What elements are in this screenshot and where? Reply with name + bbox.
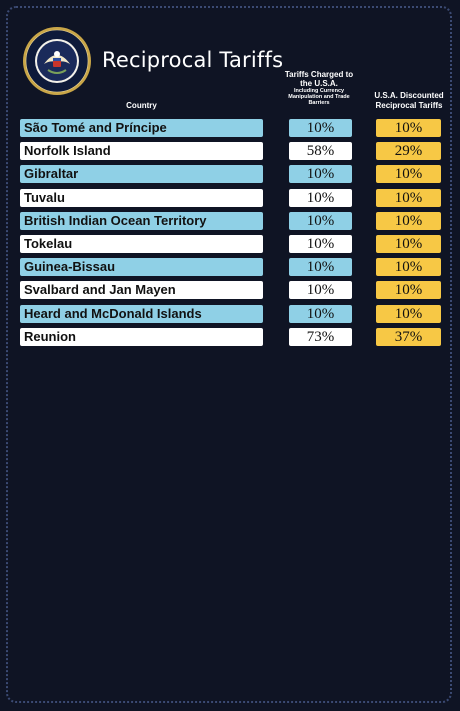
column-header-charged-sub: Including Currency Manipulation and Trad… [288, 88, 350, 106]
board-border [6, 6, 452, 703]
column-header-charged: Tariffs Charged to the U.S.A. Including … [278, 70, 360, 106]
discounted-cell: 10% [376, 304, 441, 323]
country-cell: São Tomé and Príncipe [20, 119, 263, 137]
country-cell: Reunion [20, 327, 263, 346]
charged-cell: 10% [289, 188, 352, 207]
column-header-country: Country [126, 101, 157, 110]
column-header-charged-main: Tariffs Charged to the U.S.A. [284, 70, 354, 88]
page-title: Reciprocal Tariffs [102, 48, 284, 72]
discounted-cell: 10% [376, 234, 441, 253]
charged-cell: 10% [289, 281, 352, 300]
discounted-cell: 10% [376, 119, 441, 137]
table-row: Tuvalu 10% 10% [0, 188, 460, 212]
table-row: Reunion 73% 37% [0, 327, 460, 351]
country-cell: Norfolk Island [20, 142, 263, 161]
country-cell: Tuvalu [20, 188, 263, 207]
discounted-cell: 10% [376, 281, 441, 300]
country-cell: Guinea-Bissau [20, 258, 263, 277]
charged-cell: 10% [289, 211, 352, 230]
discounted-cell: 10% [376, 258, 441, 277]
country-cell: Heard and McDonald Islands [20, 304, 263, 323]
table-row: Gibraltar 10% 10% [0, 165, 460, 188]
country-cell: Gibraltar [20, 165, 263, 184]
discounted-cell: 10% [376, 188, 441, 207]
charged-cell: 73% [289, 327, 352, 346]
discounted-cell: 10% [376, 211, 441, 230]
table-row: Guinea-Bissau 10% 10% [0, 258, 460, 281]
discounted-cell: 10% [376, 165, 441, 184]
tariff-table: São Tomé and Príncipe 10% 10% Norfolk Is… [0, 119, 460, 351]
table-row: Norfolk Island 58% 29% [0, 142, 460, 165]
discounted-cell: 29% [376, 142, 441, 161]
discounted-cell: 37% [376, 327, 441, 346]
charged-cell: 10% [289, 258, 352, 277]
charged-cell: 10% [289, 165, 352, 184]
charged-cell: 58% [289, 142, 352, 161]
table-row: São Tomé and Príncipe 10% 10% [0, 119, 460, 142]
table-row: Heard and McDonald Islands 10% 10% [0, 304, 460, 328]
country-cell: Tokelau [20, 234, 263, 253]
table-row: British Indian Ocean Territory 10% 10% [0, 211, 460, 235]
presidential-seal-icon [23, 27, 91, 95]
charged-cell: 10% [289, 304, 352, 323]
table-row: Tokelau 10% 10% [0, 234, 460, 258]
charged-cell: 10% [289, 234, 352, 253]
table-row: Svalbard and Jan Mayen 10% 10% [0, 281, 460, 304]
country-cell: British Indian Ocean Territory [20, 211, 263, 230]
column-header-discounted: U.S.A. Discounted Reciprocal Tariffs [374, 91, 444, 110]
charged-cell: 10% [289, 119, 352, 137]
country-cell: Svalbard and Jan Mayen [20, 281, 263, 300]
